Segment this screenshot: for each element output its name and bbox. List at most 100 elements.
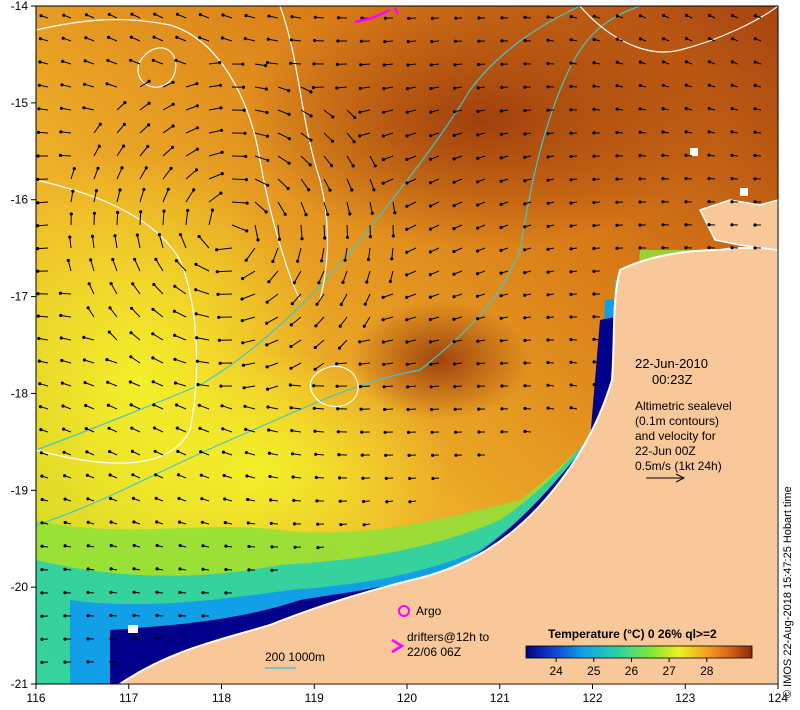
- velocity-arrow-head: [155, 637, 159, 641]
- velocity-arrow-head: [523, 155, 527, 159]
- velocity-arrow-head: [243, 37, 247, 41]
- colorbar-tick-label: 28: [700, 664, 714, 678]
- velocity-arrow-head: [430, 16, 434, 20]
- velocity-arrow-head: [428, 317, 432, 322]
- velocity-arrow-head: [107, 426, 111, 430]
- velocity-arrow-head: [405, 181, 409, 185]
- velocity-arrow-head: [173, 284, 177, 288]
- velocity-arrow-head: [146, 144, 150, 149]
- velocity-arrow: [389, 270, 394, 282]
- velocity-arrow-head: [359, 385, 363, 389]
- velocity-arrow: [153, 59, 164, 65]
- velocity-arrow-head: [360, 430, 364, 434]
- velocity-arrow: [254, 109, 268, 113]
- velocity-arrow-head: [383, 430, 387, 434]
- velocity-arrow: [88, 283, 95, 295]
- velocity-arrow-head: [523, 429, 527, 433]
- lat-tick-label: -19: [11, 483, 29, 497]
- velocity-arrow-head: [452, 133, 456, 137]
- velocity-arrow-head: [661, 13, 666, 18]
- velocity-arrow-head: [39, 451, 44, 455]
- velocity-arrow-head: [40, 637, 44, 642]
- velocity-arrow-head: [405, 295, 409, 299]
- velocity-arrow-head: [477, 453, 481, 457]
- velocity-arrow-head: [85, 450, 89, 454]
- velocity-arrow-head: [152, 426, 157, 430]
- velocity-arrow-head: [406, 63, 410, 67]
- velocity-arrow-head: [546, 155, 550, 159]
- velocity-arrow-head: [116, 210, 120, 215]
- velocity-arrow-head: [753, 130, 757, 134]
- velocity-arrow-head: [264, 64, 268, 68]
- velocity-arrow-head: [453, 63, 457, 67]
- velocity-arrow: [268, 270, 279, 283]
- velocity-arrow-head: [38, 60, 42, 64]
- velocity-arrow-head: [476, 384, 480, 388]
- velocity-arrow-head: [154, 496, 158, 500]
- velocity-arrow-head: [173, 381, 178, 385]
- velocity-arrow-head: [198, 426, 202, 430]
- velocity-arrow-head: [87, 282, 91, 286]
- velocity-arrow-head: [345, 235, 350, 239]
- velocity-arrow-head: [194, 288, 198, 292]
- velocity-arrow-head: [381, 181, 385, 185]
- velocity-arrow-head: [336, 407, 340, 411]
- velocity-arrow: [323, 201, 329, 215]
- velocity-arrow-head: [173, 333, 177, 337]
- velocity-arrow-head: [270, 545, 274, 549]
- velocity-arrow: [116, 145, 124, 157]
- velocity-arrow-head: [175, 403, 179, 407]
- velocity-arrow-head: [178, 614, 182, 618]
- lat-tick-label: -18: [11, 386, 29, 400]
- velocity-arrow-head: [429, 385, 433, 389]
- velocity-arrow-head: [37, 107, 41, 111]
- velocity-arrow: [293, 270, 302, 283]
- velocity-arrow-head: [157, 233, 161, 237]
- velocity-arrow-head: [337, 16, 341, 20]
- velocity-arrow-head: [92, 211, 96, 215]
- velocity-arrow-head: [287, 161, 291, 165]
- velocity-arrow-head: [684, 246, 688, 250]
- velocity-arrow-head: [61, 59, 65, 64]
- velocity-arrow-head: [453, 86, 457, 90]
- velocity-arrow-head: [569, 131, 573, 135]
- velocity-arrow-head: [730, 107, 734, 111]
- velocity-arrow: [175, 59, 187, 65]
- velocity-arrow-head: [244, 154, 248, 158]
- velocity-arrow-head: [546, 361, 550, 365]
- velocity-arrow: [84, 359, 95, 364]
- velocity-arrow-head: [118, 188, 122, 192]
- velocity-arrow-head: [523, 39, 527, 43]
- velocity-arrow-head: [220, 36, 224, 40]
- velocity-arrow-head: [129, 403, 133, 407]
- velocity-arrow-head: [350, 188, 354, 192]
- velocity-arrow-head: [265, 300, 269, 304]
- velocity-arrow-head: [360, 453, 364, 457]
- velocity-arrow-head: [266, 37, 270, 41]
- velocity-arrow-head: [220, 150, 224, 154]
- velocity-arrow-head: [39, 428, 43, 432]
- velocity-arrow: [231, 224, 247, 232]
- velocity-arrow-head: [60, 381, 64, 385]
- velocity-arrow-head: [224, 544, 228, 548]
- velocity-arrow: [139, 102, 150, 111]
- velocity-arrow-head: [753, 177, 757, 181]
- velocity-arrow-head: [36, 201, 40, 205]
- velocity-arrow: [38, 315, 49, 318]
- velocity-arrow: [314, 362, 325, 370]
- velocity-arrow-head: [162, 209, 166, 213]
- velocity-arrow-head: [684, 83, 688, 87]
- velocity-arrow-head: [452, 110, 456, 114]
- velocity-arrow-head: [218, 61, 222, 65]
- velocity-arrow-head: [370, 211, 374, 215]
- velocity-arrow: [391, 247, 394, 259]
- velocity-arrow-head: [40, 521, 44, 525]
- velocity-arrow: [108, 331, 118, 341]
- velocity-arrow: [162, 147, 173, 157]
- velocity-arrow-head: [390, 257, 394, 261]
- velocity-arrow-head: [453, 385, 457, 389]
- velocity-arrow-head: [172, 309, 176, 313]
- velocity-arrow-head: [178, 567, 182, 571]
- velocity-arrow: [272, 247, 279, 262]
- velocity-arrow: [208, 129, 222, 134]
